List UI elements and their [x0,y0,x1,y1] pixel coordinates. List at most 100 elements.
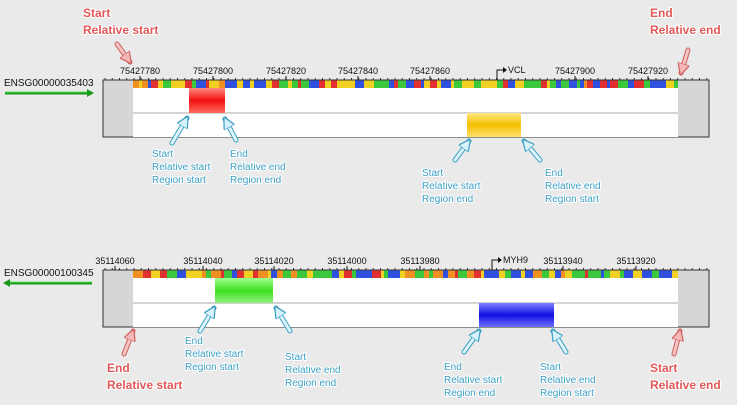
base [271,270,277,278]
edge-callout-line: End [107,361,130,375]
base [443,270,448,278]
gene-id: ENSG00000035403 [4,78,94,89]
base [331,80,337,88]
base [594,270,601,278]
base [167,270,177,278]
base [587,80,593,88]
base [659,80,666,88]
base [484,270,490,278]
base [424,270,429,278]
base [253,270,258,278]
base [474,270,481,278]
base [414,80,421,88]
region-callout-line: Start [422,168,443,179]
edge-callout-line: Start [83,6,110,20]
ruler-tick-label: 75427860 [410,66,450,76]
base [524,80,528,88]
base [382,80,389,88]
edge-callout-line: Relative end [650,378,721,392]
base [258,270,268,278]
region-callout-line: Start [152,149,173,160]
ruler-tick-label: 35114060 [95,256,134,266]
base [580,80,584,88]
region-callout-line: Region start [185,362,239,373]
base [508,80,511,88]
base [490,270,499,278]
gene-name: VCL [508,65,526,75]
base [588,270,594,278]
base [503,80,508,88]
base [352,270,356,278]
base [405,270,415,278]
region-callout-line: End [185,336,203,347]
base [525,270,528,278]
base [505,270,511,278]
base [254,80,259,88]
region-callout-line: Relative end [230,162,286,173]
callout-arrow [225,119,238,142]
base [652,270,659,278]
base [601,270,604,278]
base [268,270,271,278]
ruler-tick-label: 75427840 [338,66,378,76]
base [202,270,206,278]
base [448,270,455,278]
base [224,270,228,278]
region-callout-line: Start [285,352,306,363]
region-callout-line: Region end [444,388,495,399]
region-callout-line: Relative start [444,375,503,386]
callout-arrow [115,42,130,62]
base [455,270,458,278]
base [633,270,642,278]
base [550,80,556,88]
base [488,80,497,88]
base [364,80,374,88]
base [628,80,634,88]
base [511,270,521,278]
region-callout-line: Start [540,362,561,373]
base [535,80,541,88]
base [650,80,659,88]
base [521,270,525,278]
region-callout-line: End [230,149,248,160]
region [189,88,225,113]
region-callout-line: Region end [230,175,281,186]
base [143,270,151,278]
gene-id: ENSG00000100345 [4,268,94,279]
edge-callout-line: Relative start [83,23,158,37]
base [481,270,484,278]
base [177,270,180,278]
region-callout-line: Relative end [285,365,341,376]
base [313,270,319,278]
base [579,270,585,278]
base [604,270,610,278]
base [291,270,297,278]
region-callout-line: Region end [285,378,336,389]
base [634,80,644,88]
callout-arrow [674,331,680,356]
base [600,80,607,88]
base [400,270,405,278]
edge-callout-line: Relative end [650,23,721,37]
base [366,270,372,278]
base [372,270,381,278]
base [481,80,488,88]
base [185,80,192,88]
base [337,80,342,88]
base [233,80,237,88]
base [499,270,505,278]
base [585,270,588,278]
region-callout-line: Region start [540,388,594,399]
base [667,270,672,278]
gene-marker-head [498,257,502,263]
base [177,80,185,88]
base [323,270,332,278]
base [433,270,443,278]
base [283,270,288,278]
callout-arrow [462,331,479,354]
base [237,270,244,278]
base [528,270,533,278]
base [206,270,211,278]
base [437,80,441,88]
